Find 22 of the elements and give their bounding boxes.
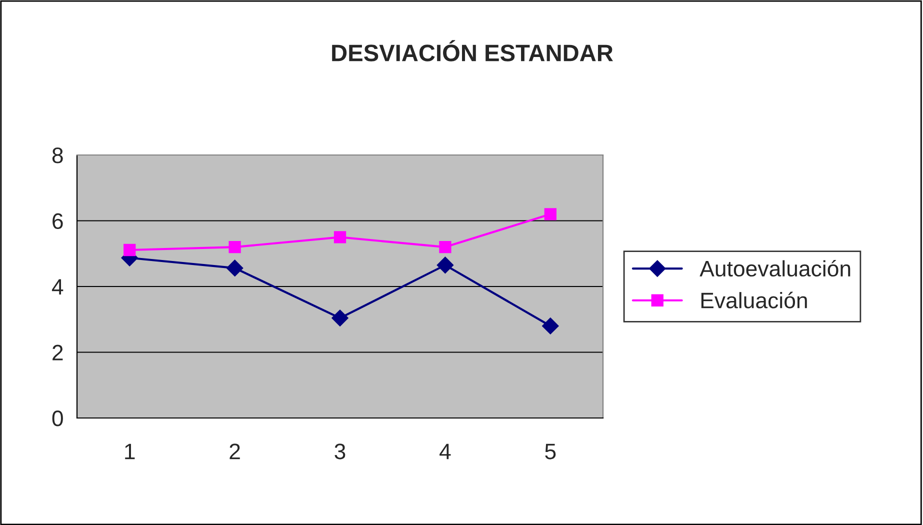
y-tick-label: 2 [52,344,63,360]
point [542,318,559,334]
point [228,240,241,254]
x-tick-label: 4 [440,444,451,460]
x-tick-label: 5 [545,444,556,460]
point [436,256,454,274]
x-tick-label: 1 [125,444,135,460]
legend-label: Autoevaluación [700,260,850,277]
point [124,244,136,256]
chart-title: DESVIACIÓN ESTANDAR [332,40,613,62]
y-tick-label: 4 [52,279,64,295]
x-tick-label: 3 [334,444,346,460]
y-tick-label: 0 [52,410,63,426]
point [544,208,556,220]
y-tick-label: 8 [52,148,63,164]
point [332,310,348,326]
legend-label: Evaluación [701,292,807,308]
point [439,240,452,254]
point [334,231,346,244]
x-tick-label: 2 [230,444,240,460]
y-tick-label: 6 [52,213,63,230]
point [226,260,244,276]
